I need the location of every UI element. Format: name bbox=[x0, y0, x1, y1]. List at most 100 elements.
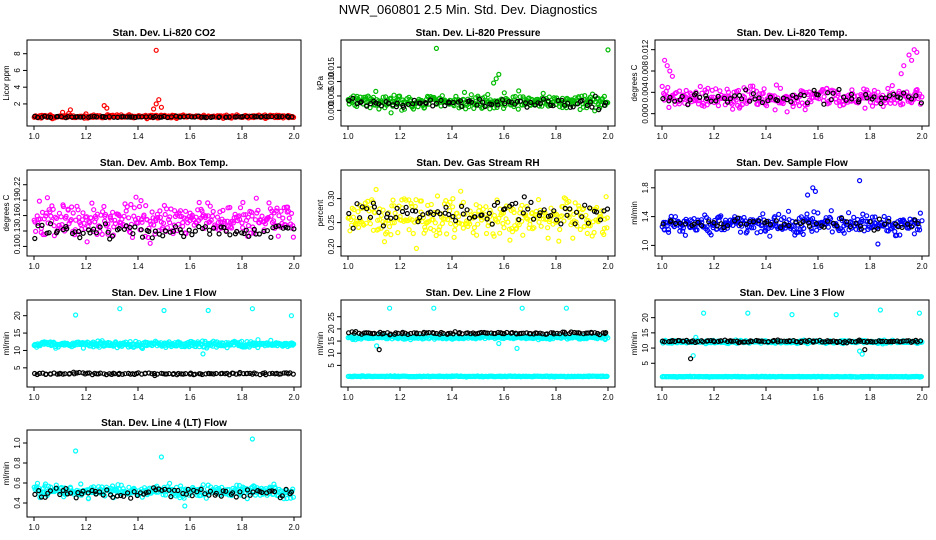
data-point bbox=[664, 63, 670, 69]
data-point bbox=[439, 93, 445, 99]
data-point bbox=[491, 233, 497, 239]
data-point bbox=[738, 96, 745, 102]
data-point bbox=[693, 90, 699, 97]
data-point bbox=[756, 338, 763, 344]
plot-frame bbox=[654, 169, 930, 257]
data-point bbox=[474, 232, 480, 238]
data-point bbox=[215, 219, 221, 226]
data-point bbox=[288, 210, 295, 216]
data-point bbox=[75, 207, 81, 213]
data-point bbox=[437, 230, 443, 236]
data-point bbox=[919, 94, 925, 100]
data-point bbox=[713, 86, 719, 92]
data-point bbox=[384, 229, 390, 235]
data-point bbox=[540, 90, 546, 97]
data-point bbox=[603, 330, 609, 336]
data-point bbox=[806, 223, 813, 229]
data-point bbox=[487, 106, 493, 112]
y-tick-label: 0.16 bbox=[13, 207, 22, 223]
data-point bbox=[430, 103, 436, 109]
data-point bbox=[665, 84, 671, 91]
data-point bbox=[99, 209, 106, 215]
data-point bbox=[737, 339, 743, 345]
data-point bbox=[567, 104, 574, 110]
data-point bbox=[256, 231, 262, 237]
data-point bbox=[791, 226, 797, 232]
y-tick-label: 0.8 bbox=[13, 457, 22, 469]
data-point bbox=[178, 230, 184, 236]
data-point bbox=[917, 210, 924, 216]
data-point bbox=[773, 218, 779, 224]
data-point bbox=[73, 495, 79, 501]
chart-title: Stan. Dev. Li-820 Pressure bbox=[416, 28, 541, 39]
data-point bbox=[252, 492, 258, 498]
data-point bbox=[203, 495, 209, 501]
data-point bbox=[786, 222, 792, 229]
data-point bbox=[505, 219, 511, 225]
y-tick-label: 0.13 bbox=[13, 223, 22, 239]
data-point bbox=[778, 225, 784, 231]
data-point bbox=[457, 330, 463, 336]
data-point bbox=[200, 482, 206, 488]
data-point bbox=[576, 203, 582, 209]
data-point bbox=[249, 436, 255, 442]
data-point bbox=[162, 228, 168, 234]
data-point bbox=[705, 85, 711, 92]
data-point bbox=[210, 208, 216, 215]
data-point bbox=[475, 221, 481, 227]
data-point bbox=[889, 82, 895, 89]
data-point bbox=[413, 197, 419, 203]
data-point bbox=[252, 484, 258, 490]
data-point bbox=[48, 213, 54, 219]
x-tick-label: 1.6 bbox=[184, 393, 196, 402]
data-point bbox=[767, 233, 773, 239]
data-point bbox=[288, 313, 294, 319]
data-point bbox=[433, 45, 439, 52]
data-point bbox=[747, 83, 754, 89]
data-point bbox=[536, 219, 542, 225]
data-point bbox=[819, 339, 825, 345]
data-point bbox=[759, 99, 766, 106]
x-tick-label: 1.8 bbox=[550, 132, 562, 141]
data-point bbox=[259, 489, 265, 495]
data-point bbox=[409, 208, 416, 214]
data-point bbox=[371, 204, 377, 210]
data-point bbox=[456, 213, 462, 220]
data-point bbox=[468, 331, 474, 337]
data-point bbox=[193, 214, 199, 220]
data-point bbox=[492, 330, 498, 337]
data-point bbox=[172, 208, 178, 214]
data-point bbox=[66, 220, 72, 227]
data-point bbox=[730, 222, 736, 228]
data-point bbox=[864, 95, 870, 101]
data-point bbox=[497, 230, 503, 236]
data-point bbox=[376, 347, 382, 353]
data-point bbox=[483, 330, 489, 336]
plot-frame bbox=[654, 39, 930, 127]
data-point bbox=[450, 204, 456, 210]
data-point bbox=[36, 488, 42, 494]
data-point bbox=[80, 230, 86, 236]
data-point bbox=[143, 490, 149, 496]
data-point bbox=[519, 202, 525, 208]
data-point bbox=[39, 222, 45, 228]
data-point bbox=[553, 211, 560, 217]
data-point bbox=[564, 100, 571, 106]
data-point bbox=[84, 239, 90, 245]
data-point bbox=[677, 220, 683, 226]
data-point bbox=[583, 105, 590, 111]
data-point bbox=[804, 211, 810, 217]
data-point bbox=[537, 210, 543, 216]
data-point bbox=[821, 101, 827, 107]
data-point bbox=[537, 330, 543, 336]
plot-frame bbox=[340, 299, 616, 388]
data-point bbox=[64, 491, 71, 497]
data-point bbox=[452, 329, 458, 335]
data-point bbox=[774, 97, 781, 104]
data-point bbox=[467, 221, 473, 227]
data-point bbox=[447, 330, 453, 336]
data-point bbox=[181, 233, 187, 240]
data-point bbox=[249, 306, 255, 312]
data-point bbox=[459, 203, 465, 209]
data-point bbox=[105, 229, 111, 235]
